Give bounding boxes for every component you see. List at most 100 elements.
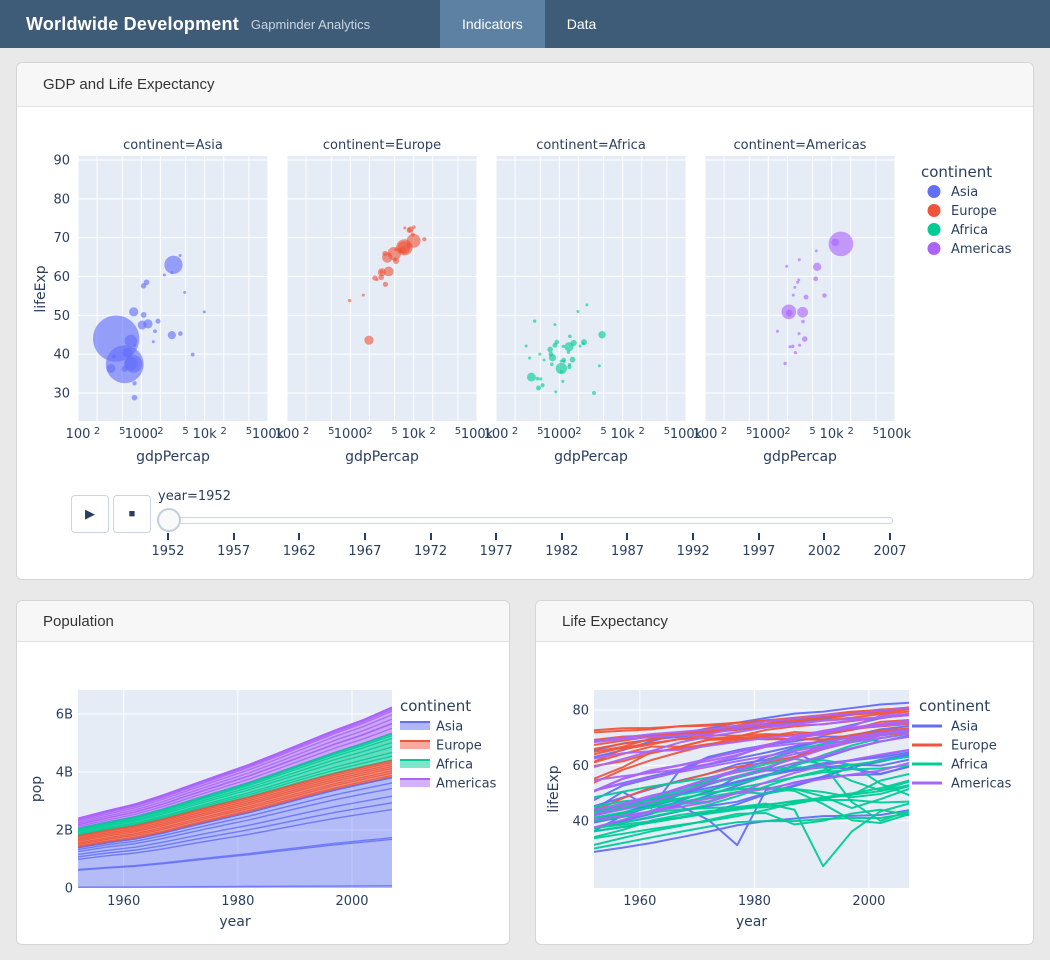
svg-text:Americas: Americas: [436, 777, 497, 792]
svg-text:40: 40: [572, 814, 589, 829]
slider-tick[interactable]: [823, 533, 826, 540]
population-area-chart[interactable]: 0 2B 4B 6B 1960 1980 2000 pop year continent Asia E…: [17, 642, 509, 944]
stop-button[interactable]: ■: [113, 495, 151, 533]
facet-asia: [77, 156, 269, 421]
app-title: Worldwide Development: [26, 13, 239, 34]
svg-text:4B: 4B: [56, 766, 73, 781]
slider-tick-label[interactable]: 1967: [348, 544, 382, 559]
slider-tick[interactable]: [363, 533, 366, 540]
population-areas: [78, 706, 392, 888]
svg-text:continent=Europe: continent=Europe: [323, 138, 441, 153]
svg-text:gdpPercap: gdpPercap: [554, 449, 628, 465]
svg-text:1000: 1000: [334, 427, 367, 442]
slider-track[interactable]: [168, 517, 893, 524]
svg-text:10k: 10k: [820, 427, 845, 442]
svg-text:2: 2: [94, 426, 100, 437]
slider-tick-label[interactable]: 1987: [610, 544, 645, 559]
population-legend: continent Asia Europe Africa Americas: [400, 697, 497, 792]
svg-text:pop: pop: [29, 776, 45, 802]
facet-europe: [286, 156, 478, 421]
svg-text:2B: 2B: [56, 824, 73, 839]
nav-tabs: Indicators Data: [440, 0, 618, 48]
svg-text:gdpPercap: gdpPercap: [345, 449, 419, 465]
svg-text:5: 5: [873, 426, 879, 437]
stop-icon: ■: [128, 508, 136, 520]
svg-text:5: 5: [809, 426, 815, 437]
svg-text:10k: 10k: [402, 427, 427, 442]
slider-tick[interactable]: [692, 533, 695, 540]
slider-tick-label[interactable]: 1957: [217, 544, 251, 559]
svg-text:0: 0: [65, 882, 73, 897]
svg-text:continent=Africa: continent=Africa: [536, 138, 646, 153]
slider-tick-label[interactable]: 1962: [282, 544, 316, 559]
lifeexp-card-title: Life Expectancy: [562, 612, 668, 630]
slider-handle[interactable]: [157, 508, 181, 532]
svg-text:100k: 100k: [461, 427, 494, 442]
svg-text:1000: 1000: [125, 427, 158, 442]
slider-tick[interactable]: [495, 533, 498, 540]
svg-text:2000: 2000: [335, 894, 368, 909]
svg-text:2: 2: [575, 426, 581, 437]
svg-text:60: 60: [572, 759, 589, 774]
app-header: Worldwide Development Gapminder Analytic…: [0, 0, 1050, 48]
svg-text:Africa: Africa: [951, 223, 988, 238]
play-button[interactable]: ▶: [71, 495, 109, 533]
svg-text:1980: 1980: [738, 894, 771, 909]
svg-text:5: 5: [537, 426, 543, 437]
population-card-header: Population: [17, 601, 509, 642]
slider-tick[interactable]: [167, 533, 169, 540]
gdp-scatter-chart[interactable]: continent=Asia 100 1000 10k 100k 2 5 2 5 2 5 gdpPer…: [17, 107, 1033, 467]
svg-text:2: 2: [157, 426, 163, 437]
svg-text:Asia: Asia: [951, 720, 978, 735]
slider-tick-label[interactable]: 1982: [545, 544, 579, 559]
svg-text:2: 2: [512, 426, 518, 437]
svg-text:6B: 6B: [56, 708, 73, 723]
facet-americas: [704, 156, 896, 421]
slider-tick[interactable]: [560, 533, 563, 540]
svg-text:Americas: Americas: [951, 242, 1012, 257]
svg-text:gdpPercap: gdpPercap: [136, 449, 210, 465]
slider-tick[interactable]: [626, 533, 629, 540]
svg-text:Europe: Europe: [436, 739, 482, 754]
svg-text:1000: 1000: [543, 427, 576, 442]
brand: Worldwide Development Gapminder Analytic…: [26, 0, 370, 48]
svg-text:2: 2: [430, 426, 436, 437]
gdp-life-card: GDP and Life Expectancy continent=Asia 10…: [16, 62, 1034, 580]
svg-text:2: 2: [303, 426, 309, 437]
svg-text:lifeExp: lifeExp: [33, 265, 49, 312]
slider-tick-label[interactable]: 1977: [479, 544, 513, 559]
lifeexp-card: Life Expectancy 40 60 80 1960 1980 2000 lifeEx…: [535, 600, 1034, 945]
population-card: Population 0 2B 4B 6B 1960 1980 2000 pop year con…: [16, 600, 510, 945]
slider-tick[interactable]: [232, 533, 235, 540]
play-icon: ▶: [85, 506, 95, 521]
svg-text:5: 5: [182, 426, 188, 437]
svg-text:2: 2: [366, 426, 372, 437]
slider-tick[interactable]: [889, 533, 892, 540]
svg-text:100: 100: [484, 427, 509, 442]
slider-tick[interactable]: [298, 533, 301, 540]
slider-tick-label[interactable]: 2007: [873, 544, 907, 559]
svg-text:Asia: Asia: [951, 185, 978, 200]
tab-data[interactable]: Data: [566, 16, 597, 32]
svg-text:year: year: [736, 914, 767, 930]
svg-text:gdpPercap: gdpPercap: [763, 449, 837, 465]
svg-text:90: 90: [53, 154, 70, 169]
tab-indicators[interactable]: Indicators: [440, 0, 545, 48]
svg-text:60: 60: [53, 270, 70, 285]
slider-tick-label[interactable]: 2002: [807, 544, 841, 559]
svg-text:5: 5: [119, 426, 125, 437]
slider-tick[interactable]: [757, 533, 760, 540]
slider-tick-label[interactable]: 1972: [414, 544, 448, 559]
svg-text:5: 5: [455, 426, 461, 437]
lifeexp-line-chart[interactable]: 40 60 80 1960 1980 2000 lifeExp year continent As…: [536, 642, 1033, 944]
slider-tick-label[interactable]: 1992: [676, 544, 710, 559]
svg-text:continent=Asia: continent=Asia: [123, 138, 223, 153]
slider-tick-label[interactable]: 1997: [742, 544, 776, 559]
slider-tick-label[interactable]: 1952: [151, 544, 185, 559]
svg-text:5: 5: [246, 426, 252, 437]
svg-text:1980: 1980: [221, 894, 254, 909]
svg-text:2000: 2000: [852, 894, 885, 909]
facet-points-asia: [93, 254, 206, 401]
slider-tick[interactable]: [429, 533, 432, 540]
